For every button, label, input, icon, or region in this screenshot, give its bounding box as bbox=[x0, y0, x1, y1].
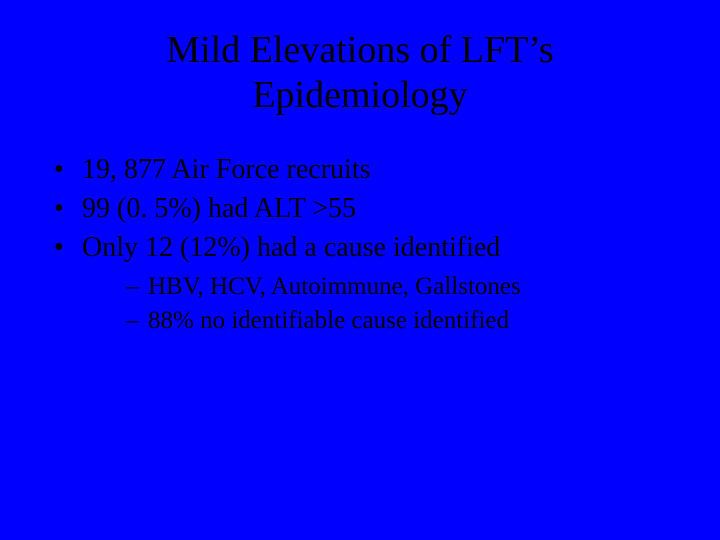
sub-bullet-text: 88% no identifiable cause identified bbox=[148, 307, 509, 334]
bullet-text: Only 12 (12%) had a cause identified bbox=[82, 232, 500, 263]
sub-bullet-item: HBV, HCV, Autoimmune, Gallstones bbox=[126, 271, 680, 304]
slide-title: Mild Elevations of LFT’s Epidemiology bbox=[80, 28, 640, 118]
title-line-1: Mild Elevations of LFT’s bbox=[166, 29, 553, 71]
bullet-text: 99 (0. 5%) had ALT >55 bbox=[82, 193, 356, 224]
sub-bullet-item: 88% no identifiable cause identified bbox=[126, 305, 680, 338]
bullet-list: 19, 877 Air Force recruits 99 (0. 5%) ha… bbox=[40, 152, 680, 338]
sub-bullet-text: HBV, HCV, Autoimmune, Gallstones bbox=[148, 273, 521, 300]
bullet-item: Only 12 (12%) had a cause identified HBV… bbox=[54, 230, 680, 338]
sub-bullet-list: HBV, HCV, Autoimmune, Gallstones 88% no … bbox=[82, 271, 680, 338]
bullet-item: 99 (0. 5%) had ALT >55 bbox=[54, 191, 680, 228]
bullet-item: 19, 877 Air Force recruits bbox=[54, 152, 680, 189]
title-line-2: Epidemiology bbox=[252, 74, 467, 116]
slide: Mild Elevations of LFT’s Epidemiology 19… bbox=[0, 0, 720, 540]
bullet-text: 19, 877 Air Force recruits bbox=[82, 154, 371, 185]
